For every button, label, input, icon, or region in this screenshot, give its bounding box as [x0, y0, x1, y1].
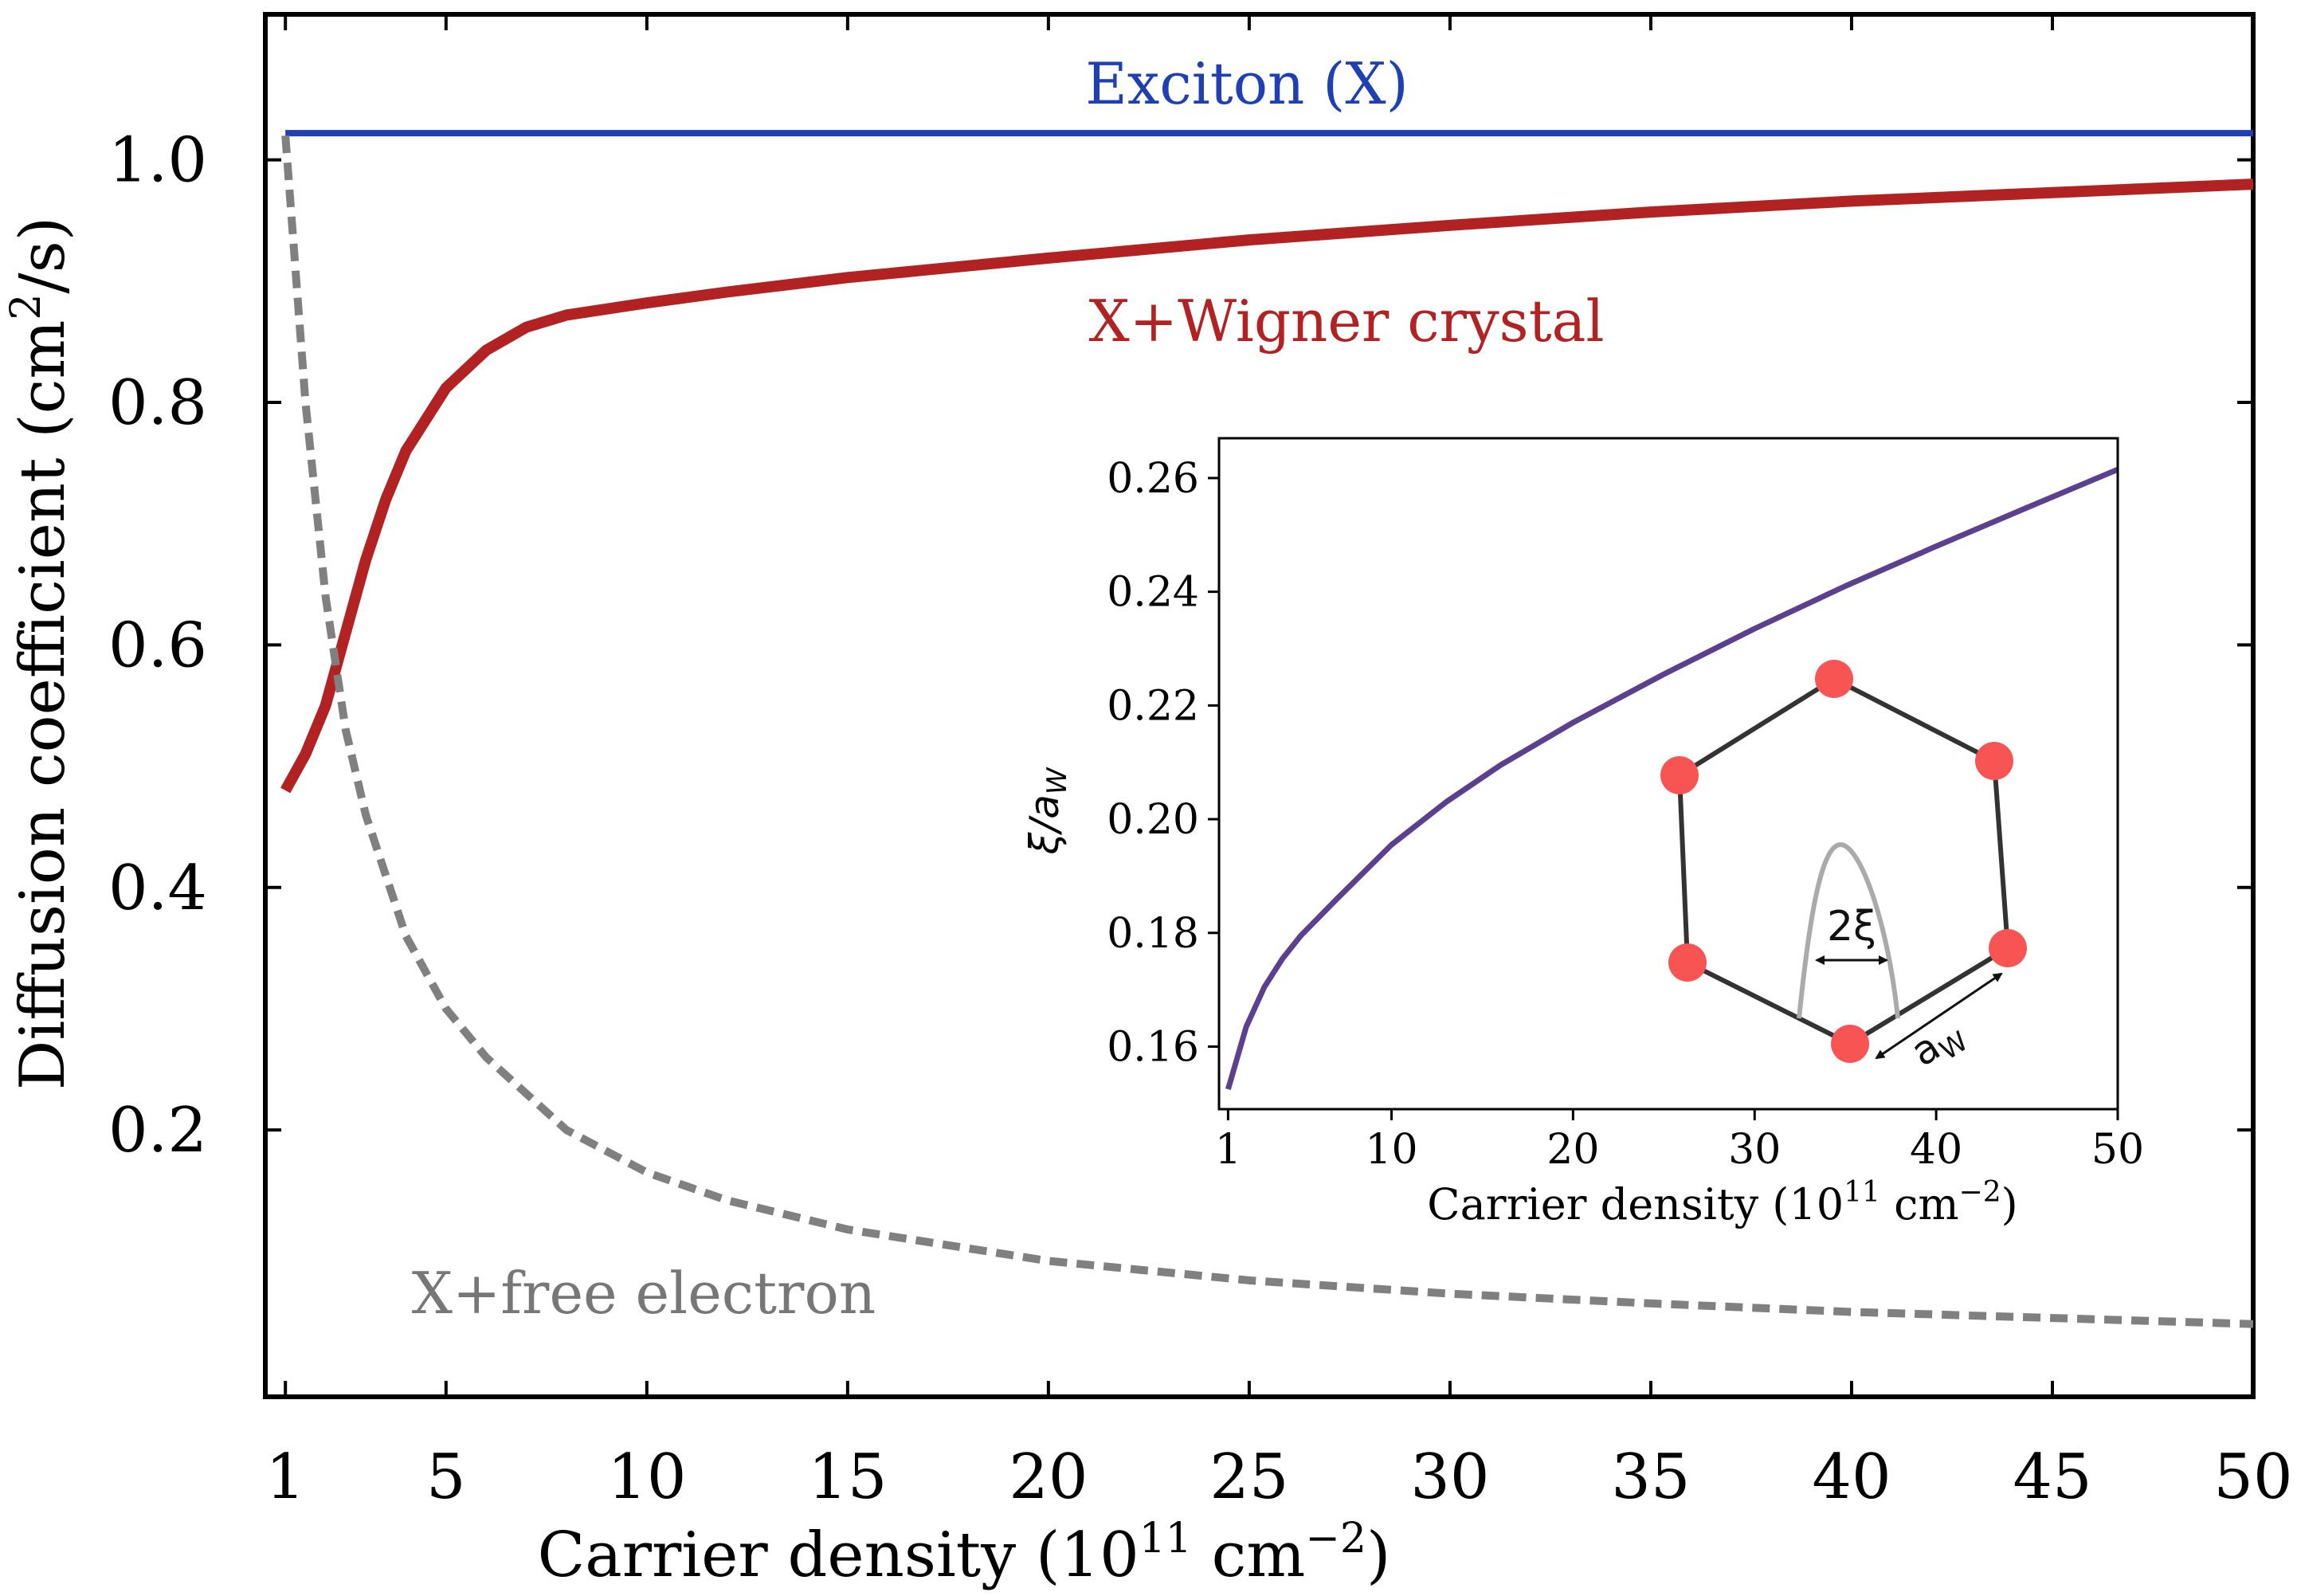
main-y-axis-ticks: 0.2 0.4 0.6 0.8 1.0: [108, 125, 2253, 1167]
main-y-tick-label: 0.4: [108, 853, 207, 924]
inset-y-tick-label: 0.16: [1107, 1024, 1199, 1072]
inset-x-tick-label: 40: [1910, 1126, 1962, 1174]
main-x-tick-label: 20: [1009, 1441, 1088, 1513]
main-x-tick-label: 15: [808, 1441, 887, 1513]
inset-x-tick-label: 10: [1365, 1126, 1417, 1174]
lattice-node: [1989, 929, 2027, 967]
inset-x-tick-label: 30: [1728, 1126, 1781, 1174]
inset-chart: 2ξ aW 1 10 20 30 40 50 0.160.180.200.220.240.…: [1021, 437, 2144, 1229]
inset-y-tick-label: 0.24: [1107, 569, 1199, 617]
lattice-node: [1668, 943, 1707, 982]
main-x-axis-label: Carrier density (1011 cm−2): [538, 1515, 1391, 1591]
lattice-node: [1660, 756, 1699, 794]
main-chart: 1 5 10 15 20 25 30 35 40 45 50 0.20.40.60.81.0 Car…: [2, 12, 2293, 1591]
main-x-tick-label: 5: [426, 1441, 466, 1513]
main-x-axis-ticks: 1 5 10 15 20 25 30 35 40 45 50: [265, 14, 2293, 1513]
lattice-node: [1831, 1025, 1869, 1063]
main-y-tick-label: 1.0: [108, 125, 207, 197]
inset-x-tick-label: 50: [2091, 1126, 2144, 1174]
main-series-group: [280, 130, 2254, 1328]
inset-series-line: [1225, 466, 2119, 1090]
lattice-constant-arrow: [1875, 972, 2003, 1060]
main-x-tick-label: 35: [1611, 1441, 1690, 1513]
inset-y-tick-label: 0.18: [1107, 910, 1199, 958]
main-y-tick-label: 0.8: [108, 367, 207, 439]
hexagon-edge: [1677, 774, 1690, 963]
hexagon-edge: [1833, 676, 1996, 763]
main-y-tick-label: 0.2: [108, 1095, 207, 1167]
inset-y-axis-label: ξ/aW: [1021, 767, 1073, 855]
main-x-tick-label: 40: [1812, 1441, 1891, 1513]
hexagon-edge: [1678, 676, 1836, 778]
series-line-x-wigner-crystal: [280, 178, 2254, 794]
main-y-tick-label: 0.6: [108, 610, 207, 681]
inset-y-tick-label: 0.26: [1107, 455, 1199, 503]
inset-y-tick-label: 0.20: [1107, 796, 1199, 844]
hexagon-edge: [1686, 960, 1852, 1046]
main-y-axis-label: Diffusion coefficient (cm2/s): [2, 217, 79, 1090]
main-x-tick-label: 10: [607, 1441, 686, 1513]
inset-plot-frame: [1217, 437, 2119, 1111]
inset-x-tick-label: 20: [1546, 1126, 1599, 1174]
wigner-lattice-diagram: 2ξ aW: [1660, 660, 2027, 1076]
annotation-free-electron: X+free electron: [412, 1260, 876, 1327]
main-plot-frame: [263, 12, 2256, 1399]
hexagon-edge: [1992, 760, 2010, 949]
lattice-nodes: [1660, 660, 2027, 1063]
inset-y-axis-ticks: 0.16 0.18 0.20 0.22 0.24 0.26: [1107, 455, 1219, 1072]
main-x-tick-label: 1: [265, 1441, 305, 1513]
inset-x-axis-label: Carrier density (1011 cm−2): [1427, 1176, 2017, 1229]
inset-series-group: [1225, 466, 2119, 1090]
annotation-exciton: Exciton (X): [1085, 50, 1409, 117]
lattice-node: [1815, 660, 1853, 698]
main-x-tick-label: 45: [2013, 1441, 2091, 1513]
wavefunction-profile: [1797, 841, 1900, 1019]
main-x-tick-label: 30: [1410, 1441, 1489, 1513]
inset-x-axis-ticks: 1 10 20 30 40 50: [1215, 1109, 2144, 1174]
width-2xi-label: 2ξ: [1827, 903, 1876, 951]
annotation-wigner-crystal: X+Wigner crystal: [1089, 288, 1605, 355]
series-line-x-free-electron: [281, 135, 2254, 1328]
lattice-node: [1975, 742, 2013, 780]
inset-x-tick-label: 1: [1215, 1126, 1241, 1174]
inset-y-tick-label: 0.22: [1107, 682, 1199, 730]
main-x-tick-label: 25: [1209, 1441, 1288, 1513]
main-x-tick-label: 50: [2213, 1441, 2292, 1513]
